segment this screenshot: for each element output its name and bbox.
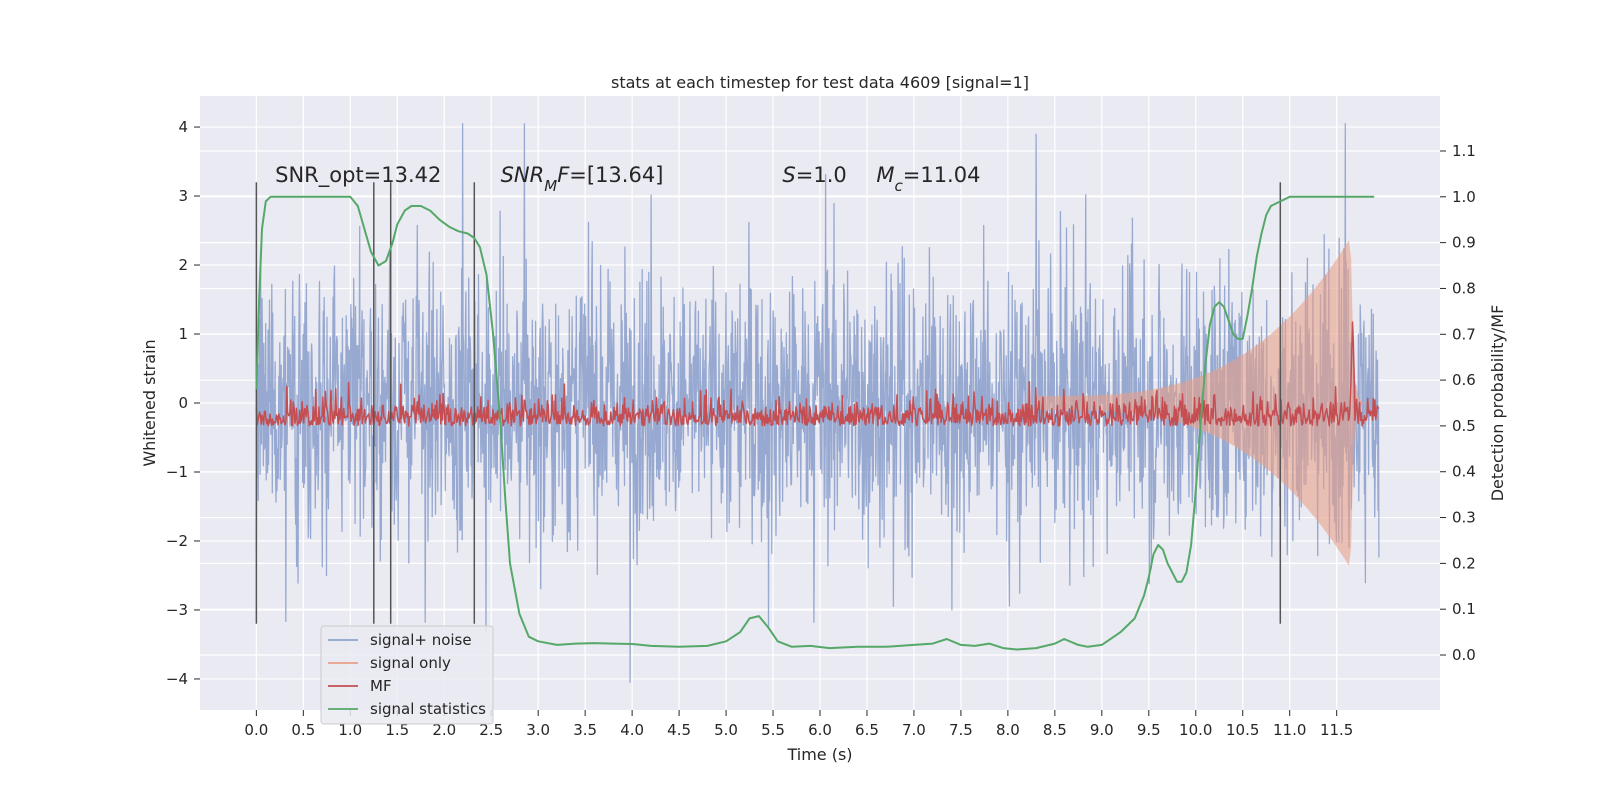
annotations: SNR_opt=13.42 SNRMF=[13.64] S=1.0 Mc=11.04 <box>275 163 980 195</box>
y2-axis-label: Detection probability/MF <box>1488 305 1507 502</box>
legend-box <box>320 625 494 725</box>
x-tick-label: 2.5 <box>479 721 503 739</box>
x-tick-label: 2.0 <box>432 721 456 739</box>
y-axis-label: Whitened strain <box>140 339 159 466</box>
y-tick-label: 4 <box>178 118 188 136</box>
x-tick-label: 6.0 <box>808 721 832 739</box>
legend-label-signal-only: signal only <box>370 654 451 672</box>
annotation-part: M <box>544 177 557 195</box>
signal-statistics-line <box>255 195 1375 651</box>
signal-only-series <box>1036 240 1379 566</box>
y2-tick-label: 0.7 <box>1452 325 1476 343</box>
annotation-part: SNR <box>501 163 545 187</box>
y2-tick-label: 0.8 <box>1452 279 1476 297</box>
y2-tick-label: 0.5 <box>1452 417 1476 435</box>
y2-tick-label: 0.2 <box>1452 554 1476 572</box>
y-tick-label: 1 <box>178 325 188 343</box>
x-tick-label: 4.0 <box>620 721 644 739</box>
x-axis-label: Time (s) <box>786 745 852 764</box>
x-tick-label: 3.5 <box>573 721 597 739</box>
annotation-part: =1.0 <box>796 163 847 187</box>
y-tick-label: −4 <box>166 670 188 688</box>
y-tick-label: 2 <box>178 256 188 274</box>
x-tick-label: 7.5 <box>949 721 973 739</box>
y-tick-label: −3 <box>166 601 188 619</box>
annotation-part: F <box>557 163 570 187</box>
y-tick-label: 3 <box>178 187 188 205</box>
x-tick-label: 9.0 <box>1090 721 1114 739</box>
y2-tick-label: 0.3 <box>1452 509 1476 527</box>
annotation-snr-opt: SNR_opt=13.42 <box>275 163 441 188</box>
x-tick-label: 8.5 <box>1043 721 1067 739</box>
x-tick-label: 6.5 <box>855 721 879 739</box>
x-tick-label: 0.5 <box>291 721 315 739</box>
y2-tick-label: 0.1 <box>1452 600 1476 618</box>
signal-noise-series <box>255 122 1380 684</box>
x-tick-label: 9.5 <box>1137 721 1161 739</box>
x-tick-label: 11.5 <box>1320 721 1353 739</box>
y-tick-label: 0 <box>178 394 188 412</box>
x-tick-label: 10.5 <box>1226 721 1259 739</box>
annotation-part: c <box>894 177 903 195</box>
signal-noise-line <box>255 122 1380 684</box>
annotation-part: M <box>876 163 894 187</box>
x-axis-ticks: 0.0 0.5 1.0 1.5 2.0 2.5 3.0 3.5 4.0 4.5 5.0 5.5 6.0 6… <box>244 710 1353 739</box>
y2-tick-label: 0.9 <box>1452 234 1476 252</box>
y2-tick-label: 0.6 <box>1452 371 1476 389</box>
x-tick-label: 4.5 <box>667 721 691 739</box>
legend-label-mf: MF <box>370 677 392 695</box>
x-tick-label: 7.0 <box>902 721 926 739</box>
signal-statistics-series <box>255 195 1375 651</box>
mf-series <box>255 321 1380 427</box>
annotation-part: S <box>782 163 795 187</box>
y2-tick-label: 1.1 <box>1452 142 1476 160</box>
annotation-snr-mf: SNRMF=[13.64] <box>501 163 664 195</box>
annotation-part: SNR_opt=13.42 <box>275 163 441 188</box>
x-tick-label: 10.0 <box>1179 721 1212 739</box>
y2-axis-ticks: 0.0 0.1 0.2 0.3 0.4 0.5 0.6 0.7 0.8 0.9 1.0 1.1 <box>1440 142 1476 664</box>
x-tick-label: 1.0 <box>338 721 362 739</box>
y-tick-label: −2 <box>166 532 188 550</box>
vertical-markers <box>255 182 1282 624</box>
annotation-part: =[13.64] <box>569 163 663 187</box>
annotation-part: =11.04 <box>903 163 981 187</box>
chart-title: stats at each timestep for test data 460… <box>611 73 1029 92</box>
x-tick-label: 8.0 <box>996 721 1020 739</box>
mf-line <box>255 321 1380 427</box>
x-tick-label: 3.0 <box>526 721 550 739</box>
annotation-mc-value: Mc=11.04 <box>876 163 980 195</box>
legend-label-signal-statistics: signal statistics <box>370 700 486 718</box>
x-tick-label: 5.5 <box>761 721 785 739</box>
signal-only-envelope <box>1036 240 1379 566</box>
x-tick-label: 0.0 <box>244 721 268 739</box>
y2-tick-label: 0.4 <box>1452 463 1476 481</box>
x-tick-label: 5.0 <box>714 721 738 739</box>
legend-label-signal-noise: signal+ noise <box>370 631 472 649</box>
y2-tick-label: 1.0 <box>1452 188 1476 206</box>
y-axis-ticks: −4 −3 −2 −1 0 1 2 3 4 <box>166 118 200 688</box>
x-tick-label: 11.0 <box>1273 721 1306 739</box>
y2-tick-label: 0.0 <box>1452 646 1476 664</box>
x-tick-label: 1.5 <box>385 721 409 739</box>
legend: signal+ noise signal only MF signal stat… <box>320 625 494 725</box>
y-tick-label: −1 <box>166 463 188 481</box>
annotation-s-value: S=1.0 <box>782 163 846 187</box>
